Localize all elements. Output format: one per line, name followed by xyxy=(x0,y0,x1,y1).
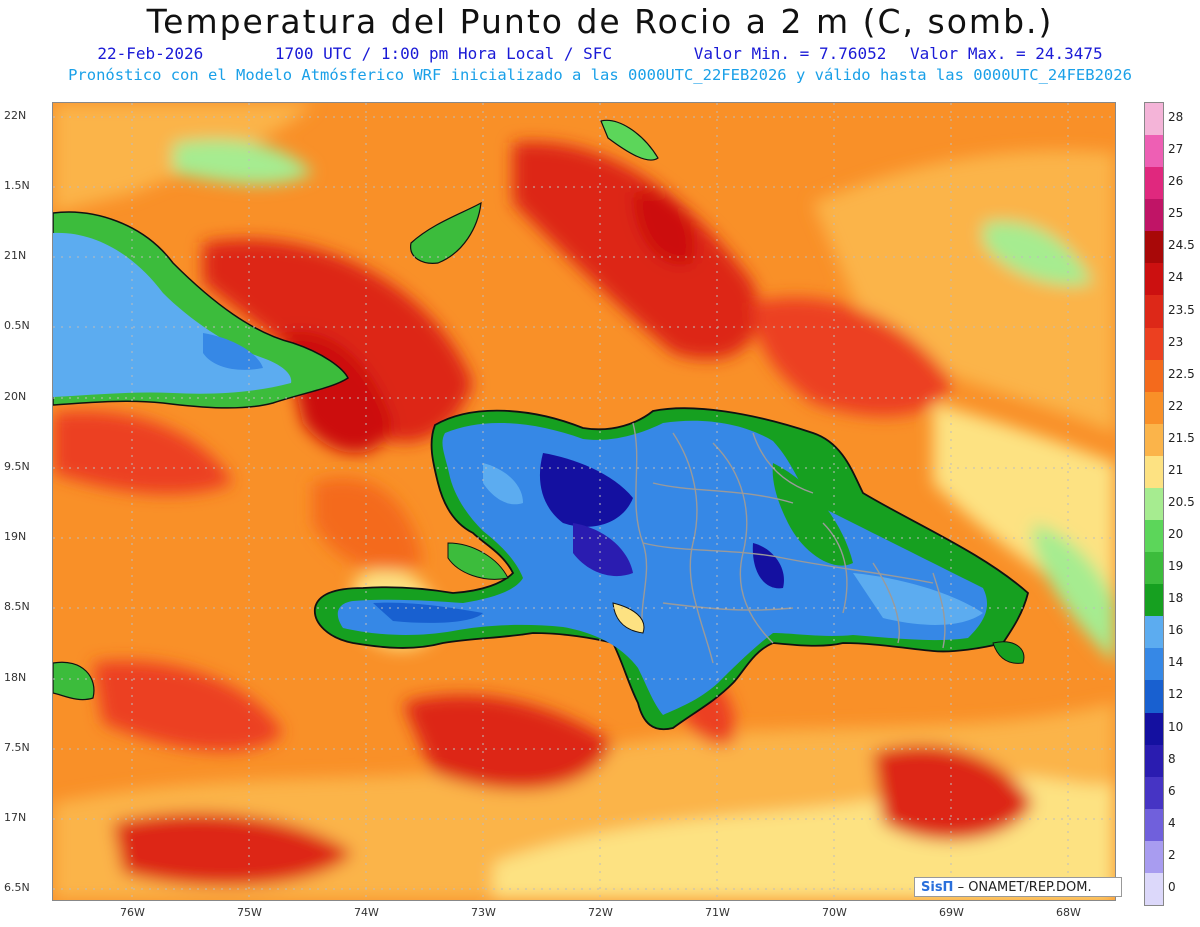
legend-label: 26 xyxy=(1168,174,1184,189)
lat-tick-label: 22N xyxy=(4,109,27,122)
legend-label: 2 xyxy=(1168,847,1176,862)
credit-brand: SisΠ xyxy=(921,880,954,895)
legend-swatch xyxy=(1145,776,1163,810)
lat-tick-label: 17N xyxy=(4,811,27,824)
lat-tick-label: 8.5N xyxy=(4,600,30,613)
dewpoint-map xyxy=(52,102,1116,901)
hispaniola-landmass xyxy=(314,407,1030,731)
legend-label: 24.5 xyxy=(1168,238,1195,253)
date-text: 22-Feb-2026 xyxy=(97,44,204,63)
lon-tick-label: 74W xyxy=(354,906,379,919)
legend-swatch xyxy=(1145,584,1163,617)
legend-swatch xyxy=(1145,648,1163,681)
legend-swatch xyxy=(1145,391,1163,425)
lat-tick-label: 21N xyxy=(4,249,27,262)
legend-swatch xyxy=(1145,808,1163,842)
legend-label: 28 xyxy=(1168,110,1184,125)
legend-label: 19 xyxy=(1168,559,1184,574)
legend-label: 8 xyxy=(1168,751,1176,766)
legend-label: 14 xyxy=(1168,655,1184,670)
legend-swatch xyxy=(1145,712,1163,746)
legend-label: 23 xyxy=(1168,334,1184,349)
lat-tick-label: 6.5N xyxy=(4,881,30,894)
lat-tick-label: 18N xyxy=(4,671,27,684)
legend-swatch xyxy=(1145,199,1163,232)
legend-swatch xyxy=(1145,520,1163,553)
legend-label: 25 xyxy=(1168,206,1184,221)
legend-swatch xyxy=(1145,359,1163,393)
legend-swatch xyxy=(1145,840,1163,874)
legend-swatch xyxy=(1145,616,1163,649)
model-note: Pronóstico con el Modelo Atmósferico WRF… xyxy=(68,66,1132,84)
max-value: Valor Max. = 24.3475 xyxy=(910,44,1103,63)
caicos-island xyxy=(600,119,659,161)
legend-swatch xyxy=(1145,231,1163,264)
legend-label: 6 xyxy=(1168,783,1176,798)
lat-tick-label: 1.5N xyxy=(4,179,30,192)
legend-label: 27 xyxy=(1168,142,1184,157)
color-legend xyxy=(1144,102,1164,906)
min-value: Valor Min. = 7.76052 xyxy=(693,44,887,63)
legend-label: 0 xyxy=(1168,879,1176,894)
map-canvas xyxy=(53,103,1115,900)
lat-tick-label: 20N xyxy=(4,390,27,403)
legend-label: 18 xyxy=(1168,591,1184,606)
legend-label: 21.5 xyxy=(1168,430,1195,445)
lat-tick-label: 9.5N xyxy=(4,460,30,473)
lon-tick-label: 70W xyxy=(822,906,847,919)
legend-label: 16 xyxy=(1168,623,1184,638)
map-subtitle-times: 22-Feb-2026 1700 UTC / 1:00 pm Hora Loca… xyxy=(0,44,1200,63)
legend-label: 24 xyxy=(1168,270,1184,285)
lon-tick-label: 71W xyxy=(705,906,730,919)
time-text: 1700 UTC / 1:00 pm Hora Local / SFC xyxy=(274,44,613,63)
legend-swatch xyxy=(1145,680,1163,714)
lon-tick-label: 72W xyxy=(588,906,613,919)
legend-swatch xyxy=(1145,552,1163,585)
lat-tick-label: 0.5N xyxy=(4,319,30,332)
jamaica-landmass xyxy=(53,661,95,701)
legend-label: 21 xyxy=(1168,462,1184,477)
lon-tick-label: 68W xyxy=(1056,906,1081,919)
lon-tick-label: 73W xyxy=(471,906,496,919)
lon-tick-label: 75W xyxy=(237,906,262,919)
lat-tick-label: 7.5N xyxy=(4,741,30,754)
legend-label: 4 xyxy=(1168,815,1176,830)
lon-tick-label: 69W xyxy=(939,906,964,919)
legend-label: 20 xyxy=(1168,527,1184,542)
lat-tick-label: 19N xyxy=(4,530,27,543)
credit-box: SisΠ – ONAMET/REP.DOM. xyxy=(914,877,1122,897)
legend-swatch xyxy=(1145,295,1163,329)
legend-label: 10 xyxy=(1168,719,1184,734)
map-title: Temperatura del Punto de Rocio a 2 m (C,… xyxy=(146,2,1054,41)
graticule xyxy=(53,103,1115,900)
great-inagua-island xyxy=(410,201,482,264)
legend-swatch xyxy=(1145,423,1163,457)
legend-swatch xyxy=(1145,327,1163,361)
legend-swatch xyxy=(1145,455,1163,489)
legend-label: 20.5 xyxy=(1168,495,1195,509)
legend-swatch xyxy=(1145,872,1163,906)
lon-tick-label: 76W xyxy=(120,906,145,919)
legend-swatch xyxy=(1145,167,1163,200)
cuba-landmass xyxy=(53,211,349,409)
legend-label: 23.5 xyxy=(1168,302,1195,317)
legend-swatch xyxy=(1145,487,1163,521)
credit-text: – ONAMET/REP.DOM. xyxy=(953,880,1092,895)
legend-swatch xyxy=(1145,744,1163,778)
legend-swatch xyxy=(1145,263,1163,296)
legend-label: 12 xyxy=(1168,687,1184,702)
legend-label: 22.5 xyxy=(1168,366,1195,381)
legend-swatch xyxy=(1145,135,1163,168)
legend-label: 22 xyxy=(1168,398,1184,413)
legend-swatch xyxy=(1145,103,1163,136)
